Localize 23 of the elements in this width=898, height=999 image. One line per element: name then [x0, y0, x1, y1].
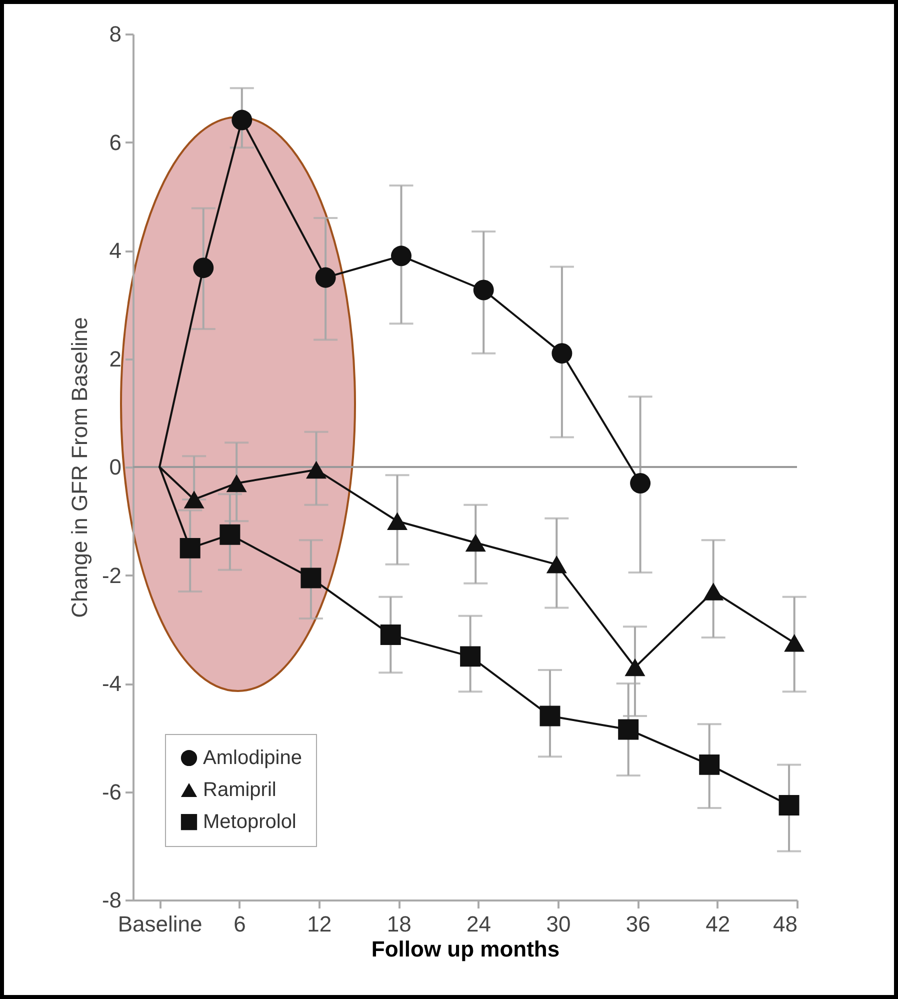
- legend-label: Ramipril: [203, 779, 276, 801]
- x-tick-label: 42: [706, 912, 730, 936]
- y-tick-label: -8: [102, 888, 122, 912]
- y-tick-label: 2: [109, 346, 122, 372]
- y-axis-title: Change in GFR From Baseline: [66, 317, 92, 618]
- legend-label: Metoprolol: [203, 811, 296, 833]
- x-tick-label: Baseline: [118, 912, 202, 936]
- x-tick-label: 18: [386, 912, 412, 936]
- y-tick-label: -6: [102, 779, 122, 804]
- y-tick-label: 8: [109, 22, 122, 46]
- y-tick-label: 4: [109, 238, 122, 263]
- y-tick-label: 6: [109, 130, 122, 155]
- x-tick-label: 6: [234, 912, 246, 936]
- x-tick-label: 24: [466, 912, 492, 936]
- y-tick-label: -2: [102, 562, 122, 588]
- x-tick-label: 48: [773, 912, 798, 936]
- y-tick-label: 0: [109, 454, 122, 480]
- x-axis-title: Follow up months: [371, 936, 560, 962]
- y-tick-label: -4: [102, 671, 122, 696]
- x-tick-label: 30: [546, 912, 571, 936]
- x-tick-label: 12: [307, 912, 332, 936]
- legend-label: Amlodipine: [203, 747, 302, 769]
- x-tick-label: 36: [626, 912, 650, 936]
